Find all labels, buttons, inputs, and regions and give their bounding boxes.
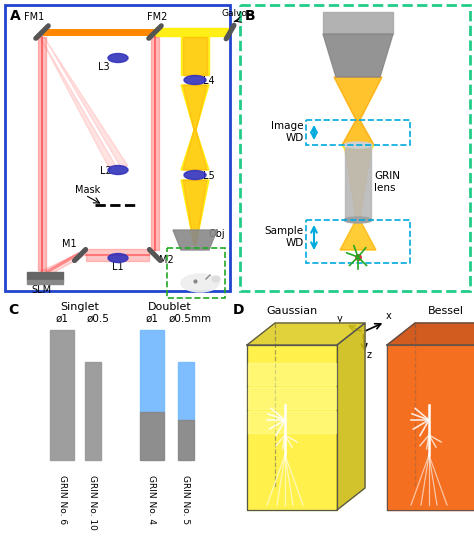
Bar <box>140 412 164 460</box>
Ellipse shape <box>184 170 206 179</box>
Text: z: z <box>367 350 372 360</box>
Bar <box>5 5 230 291</box>
Polygon shape <box>44 37 128 166</box>
Polygon shape <box>342 120 374 145</box>
Text: ø1: ø1 <box>55 314 69 324</box>
Ellipse shape <box>212 276 220 282</box>
Polygon shape <box>323 34 393 77</box>
Text: Obj: Obj <box>209 229 226 239</box>
Polygon shape <box>334 77 382 120</box>
Bar <box>323 12 393 34</box>
Polygon shape <box>151 37 159 250</box>
Polygon shape <box>38 37 46 270</box>
Text: D: D <box>233 303 245 317</box>
Polygon shape <box>86 249 149 261</box>
Text: SLM: SLM <box>31 285 51 295</box>
Bar <box>248 387 336 409</box>
Text: Sample
WD: Sample WD <box>265 226 304 248</box>
Polygon shape <box>183 130 207 170</box>
Polygon shape <box>40 37 116 166</box>
Polygon shape <box>342 120 374 145</box>
Text: ø0.5: ø0.5 <box>87 314 109 324</box>
Polygon shape <box>36 26 50 40</box>
Text: ø1: ø1 <box>146 314 158 324</box>
Bar <box>247 345 337 510</box>
Text: L5: L5 <box>203 171 215 181</box>
Polygon shape <box>37 255 85 273</box>
Bar <box>388 346 474 509</box>
Text: Bessel: Bessel <box>428 306 464 316</box>
Text: x: x <box>386 311 392 321</box>
Bar <box>50 330 74 460</box>
Polygon shape <box>74 249 87 262</box>
Text: y: y <box>337 314 343 324</box>
Text: Galvos: Galvos <box>222 9 253 18</box>
Bar <box>306 120 410 145</box>
Text: ø0.5mm: ø0.5mm <box>168 314 211 324</box>
Ellipse shape <box>108 165 128 174</box>
Ellipse shape <box>181 274 219 292</box>
Text: Doublet: Doublet <box>148 302 192 312</box>
Bar <box>178 420 194 460</box>
Text: Mask: Mask <box>75 185 100 195</box>
Text: M2: M2 <box>159 255 174 265</box>
Ellipse shape <box>108 254 128 263</box>
Bar <box>27 272 63 280</box>
Text: GRIN No. 10: GRIN No. 10 <box>89 475 98 530</box>
Text: FM2: FM2 <box>147 12 167 22</box>
Polygon shape <box>173 230 217 250</box>
Polygon shape <box>181 37 209 75</box>
Bar <box>387 345 474 510</box>
Polygon shape <box>334 77 382 120</box>
Polygon shape <box>183 37 207 75</box>
Bar <box>345 145 371 220</box>
Bar <box>248 411 336 433</box>
Polygon shape <box>149 26 163 40</box>
Text: L4: L4 <box>203 76 215 86</box>
Ellipse shape <box>344 142 372 148</box>
Text: Gaussian: Gaussian <box>266 306 318 316</box>
Ellipse shape <box>108 53 128 63</box>
Polygon shape <box>387 323 474 345</box>
Polygon shape <box>43 253 82 273</box>
Text: M1: M1 <box>62 239 77 249</box>
Text: A: A <box>10 9 21 23</box>
Polygon shape <box>340 220 376 250</box>
Polygon shape <box>345 150 371 218</box>
Polygon shape <box>340 220 376 250</box>
Text: Singlet: Singlet <box>61 302 100 312</box>
Polygon shape <box>226 25 236 40</box>
Bar <box>240 5 470 291</box>
Polygon shape <box>183 85 207 130</box>
Bar <box>140 330 164 412</box>
Text: L3: L3 <box>98 62 109 72</box>
Polygon shape <box>181 180 209 245</box>
Polygon shape <box>148 249 161 262</box>
Bar <box>248 363 336 385</box>
Text: L2: L2 <box>100 166 112 176</box>
Bar <box>306 220 410 263</box>
Bar <box>178 362 194 420</box>
Ellipse shape <box>184 75 206 84</box>
Bar <box>167 248 225 298</box>
Polygon shape <box>247 323 365 345</box>
Text: GRIN No. 5: GRIN No. 5 <box>182 475 191 524</box>
Polygon shape <box>181 130 209 170</box>
Text: B: B <box>245 9 255 23</box>
Polygon shape <box>342 145 374 150</box>
Polygon shape <box>181 85 209 130</box>
Bar <box>85 362 101 460</box>
Bar <box>27 280 63 284</box>
Polygon shape <box>183 180 207 245</box>
Ellipse shape <box>344 217 372 223</box>
Polygon shape <box>337 323 365 510</box>
Text: Image
WD: Image WD <box>272 121 304 143</box>
Text: FM1: FM1 <box>24 12 44 22</box>
Text: C: C <box>8 303 18 317</box>
Text: GRIN No. 4: GRIN No. 4 <box>147 475 156 524</box>
Polygon shape <box>345 150 371 218</box>
Text: GRIN No. 6: GRIN No. 6 <box>57 475 66 524</box>
Text: L1: L1 <box>112 262 124 272</box>
Text: GRIN
lens: GRIN lens <box>374 171 400 193</box>
